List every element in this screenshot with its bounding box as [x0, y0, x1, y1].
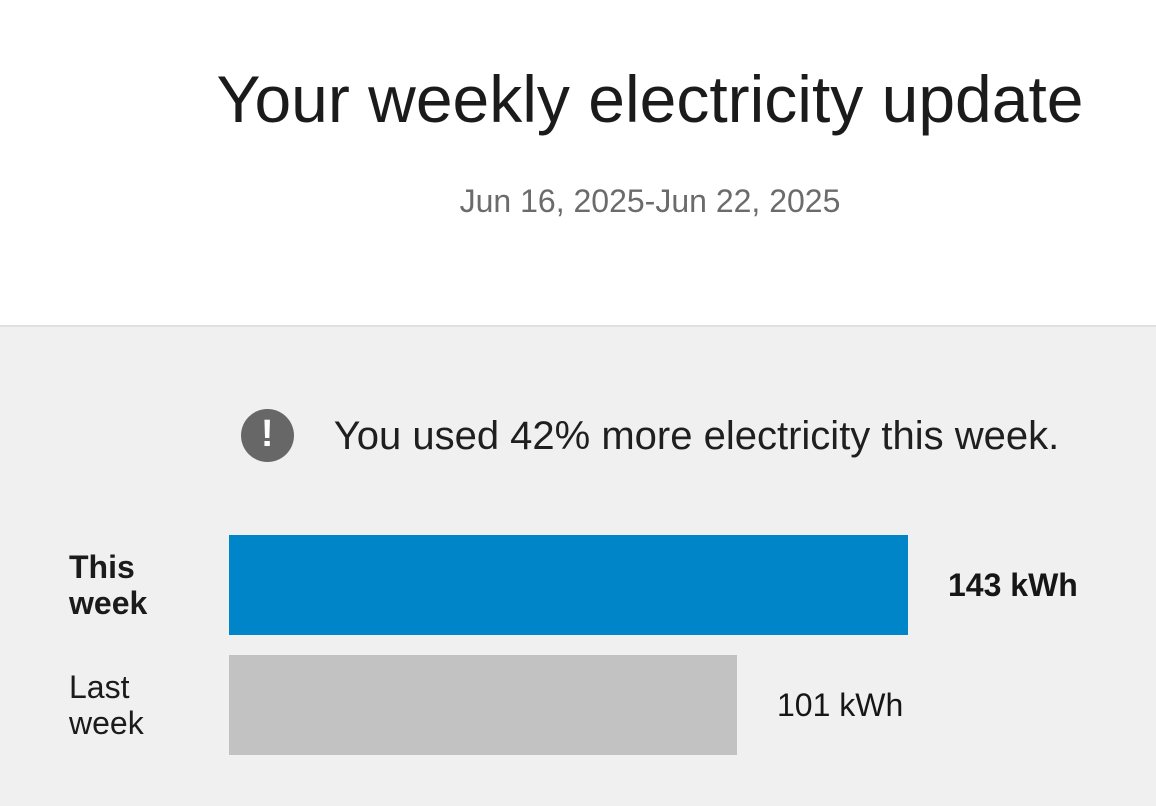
bar-value-last-week: 101 kWh [777, 686, 904, 723]
date-range: Jun 16, 2025-Jun 22, 2025 [459, 183, 841, 219]
alert-row: ! You used 42% more electricity this wee… [144, 409, 1156, 462]
chart-row-last-week: Last week 101 kWh [0, 655, 1156, 755]
chart-row-this-week: This week 143 kWh [0, 535, 1156, 635]
exclamation-glyph: ! [260, 412, 274, 455]
header-section: Your weekly electricity update Jun 16, 2… [0, 0, 1156, 325]
bar-label-last-week: Last week [69, 669, 144, 741]
bar-label-this-week: This week [69, 549, 148, 621]
usage-bar-this-week [229, 535, 908, 635]
alert-message: You used 42% more electricity this week. [333, 413, 1060, 458]
summary-section: ! You used 42% more electricity this wee… [0, 325, 1156, 806]
page-title: Your weekly electricity update [216, 62, 1084, 136]
usage-bar-last-week [229, 655, 737, 755]
usage-chart: This week 143 kWh Last week 101 kWh [0, 535, 1156, 755]
exclamation-icon: ! [240, 409, 294, 462]
bar-value-this-week: 143 kWh [948, 566, 1078, 603]
